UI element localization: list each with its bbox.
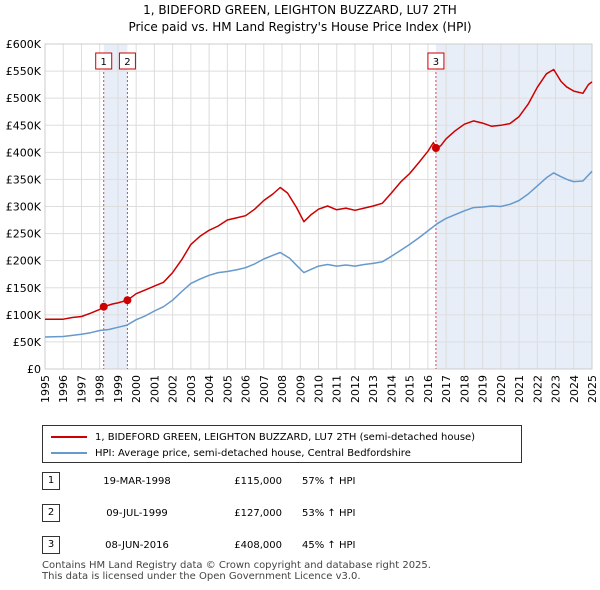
x-tick-label: 2004: [203, 375, 216, 403]
x-tick-label: 1996: [57, 375, 70, 403]
sale-label-box: 2: [118, 52, 136, 70]
x-tick-label: 2006: [240, 375, 253, 403]
hpi-line: [44, 170, 593, 338]
sale-price: £115,000: [234, 476, 282, 487]
sale-point: [99, 302, 108, 311]
sale-point: [123, 296, 132, 305]
footer-copyright: Contains HM Land Registry data © Crown c…: [42, 560, 431, 571]
sale-label-frame: [427, 52, 445, 70]
x-tick-label: 2014: [385, 375, 398, 403]
x-tick-label: 2002: [167, 375, 180, 403]
y-tick-label: £350K: [6, 173, 42, 186]
x-tick-label: 2005: [221, 375, 234, 403]
x-tick-label: 2020: [495, 375, 508, 403]
y-tick-label: £600K: [6, 38, 42, 51]
sale-price: £127,000: [234, 508, 282, 519]
x-tick-label: 1995: [39, 375, 52, 403]
x-tick-label: 2021: [513, 375, 526, 403]
sale-date: 08-JUN-2016: [105, 540, 169, 551]
legend-swatch-hpi: [51, 452, 87, 454]
sale-date: 09-JUL-1999: [106, 508, 168, 519]
y-tick-label: £50K: [13, 336, 42, 349]
sale-label-number: 3: [433, 57, 439, 68]
x-tick-label: 2011: [331, 375, 344, 403]
x-tick-label: 1998: [94, 375, 107, 403]
price-chart: £0 £50K £100K £150K £200K £250K £300K £350K £400…: [6, 38, 599, 403]
x-tick-label: 1999: [112, 375, 125, 403]
sale-hpi-change: 53% ↑ HPI: [302, 508, 356, 519]
x-tick-label: 2018: [458, 375, 471, 403]
x-tick-label: 2024: [568, 375, 581, 403]
x-tick-label: 2012: [349, 375, 362, 403]
legend: 1, BIDEFORD GREEN, LEIGHTON BUZZARD, LU7…: [42, 425, 522, 463]
legend-label-hpi: HPI: Average price, semi-detached house,…: [95, 447, 411, 459]
legend-item-property: 1, BIDEFORD GREEN, LEIGHTON BUZZARD, LU7…: [51, 430, 475, 444]
legend-item-hpi: HPI: Average price, semi-detached house,…: [51, 446, 411, 460]
y-tick-label: £400K: [6, 146, 42, 159]
x-tick-label: 2000: [130, 375, 143, 403]
sale-label-number: 1: [101, 57, 107, 68]
x-tick-label: 2025: [586, 375, 599, 403]
sale-date: 19-MAR-1998: [103, 476, 171, 487]
sale-row: 2 09-JUL-1999 £127,000 53% ↑ HPI: [42, 504, 442, 524]
plot-border: [44, 43, 593, 370]
y-tick-label: £0: [27, 363, 41, 376]
y-tick-label: £150K: [6, 282, 42, 295]
sale-label-frame: [95, 52, 113, 70]
sale-price: £408,000: [234, 540, 282, 551]
x-tick-label: 2010: [313, 375, 326, 403]
sale-hpi-change: 45% ↑ HPI: [302, 540, 356, 551]
x-tick-label: 2008: [276, 375, 289, 403]
footer: Contains HM Land Registry data © Crown c…: [42, 560, 431, 582]
chart-title-text: 1, BIDEFORD GREEN, LEIGHTON BUZZARD, LU7…: [143, 3, 457, 17]
x-tick-label: 2022: [531, 375, 544, 403]
x-tick-label: 1997: [75, 375, 88, 403]
y-tick-label: £550K: [6, 65, 42, 78]
sale-number-badge: 2: [42, 504, 60, 522]
x-tick-label: 2003: [185, 375, 198, 403]
legend-swatch-property: [51, 436, 87, 438]
x-tick-label: 2023: [550, 375, 563, 403]
property-price-line: [45, 68, 593, 320]
x-tick-label: 2017: [440, 375, 453, 403]
sale-label-number: 2: [124, 57, 130, 68]
sale-point: [431, 144, 440, 152]
y-tick-label: £250K: [6, 228, 42, 241]
footer-license: This data is licensed under the Open Gov…: [42, 571, 361, 582]
sale-number-badge: 3: [42, 536, 60, 554]
legend-label-property: 1, BIDEFORD GREEN, LEIGHTON BUZZARD, LU7…: [95, 431, 476, 443]
x-tick-label: 2001: [148, 375, 161, 403]
sale-hpi-change: 57% ↑ HPI: [302, 476, 356, 487]
sale-label-frame: [118, 52, 136, 70]
chart-title: 1, BIDEFORD GREEN, LEIGHTON BUZZARD, LU7…: [0, 2, 600, 36]
x-tick-label: 2016: [422, 375, 435, 403]
sale-label-box: 3: [427, 52, 445, 70]
sale-label-box: 1: [95, 52, 113, 70]
x-tick-label: 2015: [404, 375, 417, 403]
y-tick-label: £450K: [6, 119, 42, 132]
x-tick-label: 2019: [477, 375, 490, 403]
y-tick-label: £100K: [6, 309, 42, 322]
sale-number-badge: 1: [42, 472, 60, 490]
sale-row: 3 08-JUN-2016 £408,000 45% ↑ HPI: [42, 536, 442, 556]
x-tick-label: 2007: [258, 375, 271, 403]
x-tick-label: 2013: [367, 375, 380, 403]
y-tick-label: £200K: [6, 255, 42, 268]
sale-row: 1 19-MAR-1998 £115,000 57% ↑ HPI: [42, 472, 442, 492]
y-tick-label: £500K: [6, 92, 42, 105]
x-tick-label: 2009: [294, 375, 307, 403]
y-tick-label: £300K: [6, 201, 42, 214]
chart-subtitle-text: Price paid vs. HM Land Registry's House …: [128, 20, 472, 34]
